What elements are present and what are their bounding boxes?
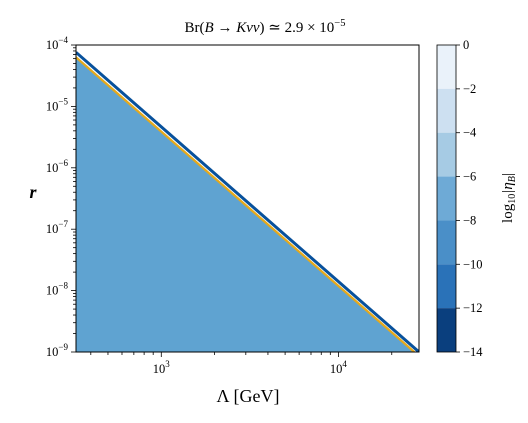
y-axis-label: r (29, 182, 37, 202)
y-tick-label: 10−6 (46, 158, 69, 175)
colorbar-level-7 (437, 308, 456, 352)
y-tick-label: 10−7 (46, 219, 69, 236)
colorbar-tick-label: −12 (463, 301, 483, 315)
plot-frame (75, 44, 420, 353)
colorbar-tick-label: −6 (463, 170, 476, 184)
x-tick-label: 103 (153, 359, 171, 376)
y-axis: 10−4 10−5 10−6 10−7 10−8 10−9 (46, 35, 76, 359)
colorbar-label: log10|ηB| (500, 173, 518, 223)
y-tick-label: 10−4 (46, 35, 69, 52)
colorbar-frame (436, 44, 457, 353)
y-tick-label: 10−5 (46, 96, 69, 113)
chart-title: Br(B → Kνν) ≃ 2.9 × 10−5 (185, 18, 346, 36)
colorbar-tick-label: −4 (463, 126, 477, 140)
colorbar-tick-label: −10 (463, 257, 483, 271)
colorbar-level-6 (437, 264, 456, 309)
x-axis: 103 104 (90, 352, 393, 376)
colorbar-level-1 (437, 45, 456, 89)
boundary-line (76, 51, 419, 352)
colorbar-tick-label: 0 (463, 38, 469, 52)
highlight-line (76, 56, 415, 352)
y-tick-label: 10−8 (46, 281, 69, 298)
colorbar-tick-label: −8 (463, 213, 476, 227)
colorbar-level-2 (437, 88, 456, 133)
contour-lines (76, 51, 419, 352)
y-tick-label: 10−9 (46, 342, 69, 359)
colorbar-tick-label: −14 (463, 345, 483, 359)
colorbar-level-5 (437, 220, 456, 265)
colorbar-level-3 (437, 132, 456, 177)
colorbar-level-4 (437, 176, 456, 221)
x-tick-label: 104 (330, 359, 348, 376)
colorbar: 0 −2 −4 −6 −8 −10 −12 −14 (436, 38, 483, 359)
x-axis-label: Λ [GeV] (216, 386, 279, 406)
colorbar-tick-label: −2 (463, 82, 476, 96)
